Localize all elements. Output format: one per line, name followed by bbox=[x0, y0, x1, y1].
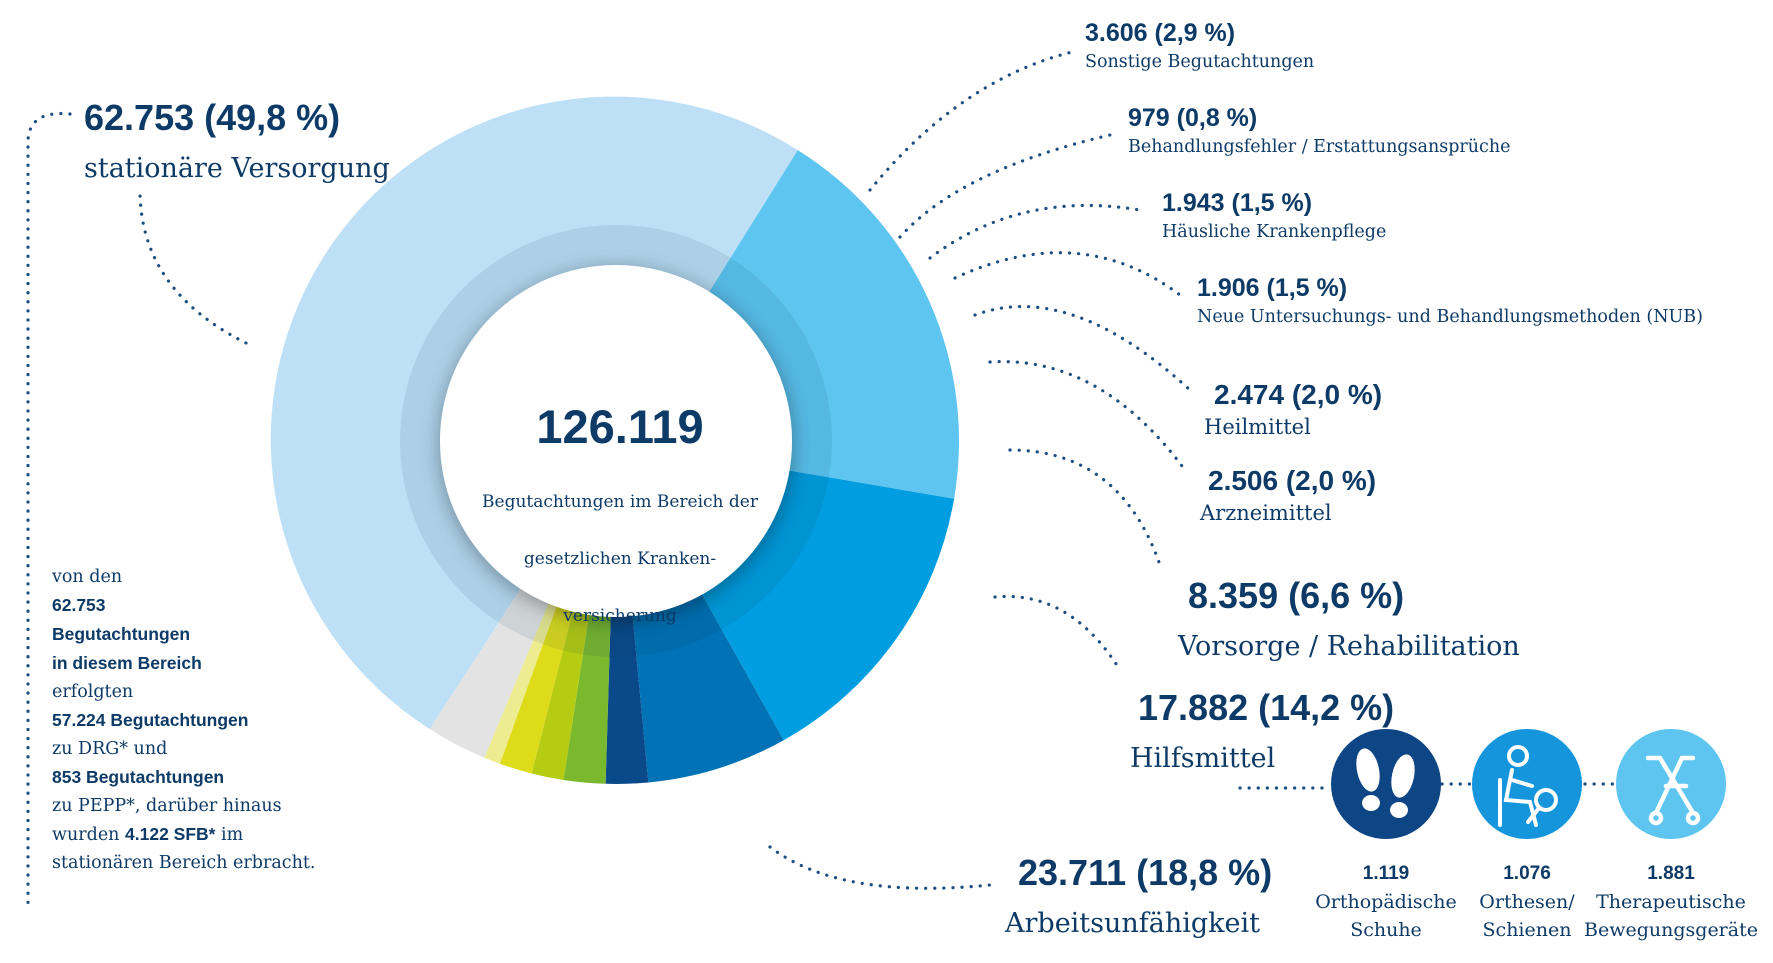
label-hilfsmittel: 17.882 (14,2 %) Hilfsmittel bbox=[1130, 687, 1394, 774]
slice-value: 2.506 (2,0 %) bbox=[1208, 465, 1377, 496]
center-description-text: Begutachtungen im Bereich der gesetzlich… bbox=[482, 492, 758, 626]
note-line: 57.224 Begutachtungen bbox=[52, 706, 332, 735]
note-line: erfolgten bbox=[52, 682, 134, 702]
slice-value: 23.711 (18,8 %) bbox=[1018, 852, 1273, 893]
label-haeuslich: 1.943 (1,5 %) Häusliche Krankenpflege bbox=[1162, 189, 1386, 242]
leader-stationaer bbox=[138, 188, 248, 345]
slice-value: 62.753 (49,8 %) bbox=[84, 97, 341, 138]
slice-value: 8.359 (6,6 %) bbox=[1188, 575, 1405, 616]
note-bold: 57.224 Begutachtungen bbox=[52, 710, 249, 730]
slice-value: 1.943 (1,5 %) bbox=[1162, 189, 1313, 217]
leader-vorsorge bbox=[1008, 448, 1162, 567]
note-text: im bbox=[215, 825, 244, 845]
sub-label-line: Bewegungsgeräte bbox=[1584, 919, 1758, 941]
slice-name: Häusliche Krankenpflege bbox=[1162, 222, 1387, 242]
label-nub: 1.906 (1,5 %) Neue Untersuchungs- und Be… bbox=[1197, 274, 1703, 327]
leader-au bbox=[768, 845, 992, 890]
slice-value: 17.882 (14,2 %) bbox=[1138, 687, 1395, 728]
label-arzneimittel: 2.506 (2,0 %) Arzneimittel bbox=[1200, 465, 1376, 525]
sub-label-schuhe: 1.119 Orthopädische Schuhe bbox=[1296, 860, 1476, 944]
sub-label-bewegungsgeraete: 1.881 Therapeutische Bewegungsgeräte bbox=[1581, 860, 1761, 944]
slice-name: Heilmittel bbox=[1204, 415, 1311, 439]
sub-label-line: Schuhe bbox=[1350, 919, 1422, 941]
slice-name: Sonstige Begutachtungen bbox=[1085, 52, 1315, 72]
leader-heilmittel bbox=[973, 304, 1192, 392]
hilfsmittel-icons bbox=[1331, 729, 1726, 839]
note-line: 62.753 bbox=[52, 591, 332, 620]
orthosis-icon bbox=[1472, 729, 1582, 839]
stationaer-note: von den 62.753 Begutachtungen in diesem … bbox=[52, 563, 332, 877]
leader-arzneimittel bbox=[988, 360, 1187, 472]
label-heilmittel: 2.474 (2,0 %) Heilmittel bbox=[1204, 379, 1382, 439]
note-text: wurden bbox=[52, 825, 126, 845]
note-line: 853 Begutachtungen bbox=[52, 763, 332, 792]
sub-value: 1.881 bbox=[1647, 863, 1695, 884]
note-line: Begutachtungen bbox=[52, 620, 332, 649]
note-bold: in diesem Bereich bbox=[52, 653, 202, 673]
note-line: zu DRG* und bbox=[52, 739, 168, 759]
slice-name: stationäre Versorgung bbox=[84, 153, 390, 184]
slice-name: Vorsorge / Rehabilitation bbox=[1178, 631, 1520, 662]
leader-sonstige bbox=[868, 50, 1074, 192]
leader-behandlungsfehler bbox=[898, 133, 1112, 239]
label-arbeitsunfaehigkeit: 23.711 (18,8 %) Arbeitsunfähigkeit bbox=[1005, 852, 1272, 939]
label-sonstige: 3.606 (2,9 %) Sonstige Begutachtungen bbox=[1085, 19, 1314, 72]
note-line: zu PEPP*, darüber hinaus bbox=[52, 796, 282, 816]
slice-name: Behandlungsfehler / Erstattungsansprüche bbox=[1128, 137, 1511, 157]
sub-label-line: Orthopädische bbox=[1315, 891, 1457, 913]
sub-label-line: Orthesen/ bbox=[1479, 891, 1575, 913]
note-bold: 62.753 bbox=[52, 595, 106, 615]
label-vorsorge: 8.359 (6,6 %) Vorsorge / Rehabilitation bbox=[1178, 575, 1520, 662]
slice-value: 979 (0,8 %) bbox=[1128, 104, 1258, 132]
note-bold: 853 Begutachtungen bbox=[52, 767, 225, 787]
sub-label-line: Therapeutische bbox=[1596, 891, 1746, 913]
label-behandlungsfehler: 979 (0,8 %) Behandlungsfehler / Erstattu… bbox=[1128, 104, 1511, 157]
slice-name: Arzneimittel bbox=[1200, 501, 1332, 525]
slice-value: 1.906 (1,5 %) bbox=[1197, 274, 1348, 302]
note-line: von den bbox=[52, 567, 123, 587]
note-line: wurden 4.122 SFB* im bbox=[52, 820, 332, 849]
note-line: in diesem Bereich bbox=[52, 649, 332, 678]
label-stationaer: 62.753 (49,8 %) stationäre Versorgung bbox=[84, 97, 390, 184]
leader-hilfsmittel bbox=[993, 594, 1122, 672]
walker-icon bbox=[1616, 729, 1726, 839]
leader-haeuslich bbox=[928, 203, 1142, 260]
slice-name: Neue Untersuchungs- und Behandlungsmetho… bbox=[1197, 307, 1703, 327]
shoe-prints-icon bbox=[1331, 729, 1441, 839]
note-bold: Begutachtungen bbox=[52, 624, 191, 644]
slice-name: Hilfsmittel bbox=[1130, 743, 1276, 774]
center-total: 126.119 bbox=[536, 400, 704, 453]
center-hole bbox=[440, 265, 792, 617]
sub-value: 1.076 bbox=[1503, 863, 1551, 884]
slice-value: 3.606 (2,9 %) bbox=[1085, 19, 1236, 47]
leader-stationaer-top bbox=[26, 111, 72, 912]
slice-value: 2.474 (2,0 %) bbox=[1214, 379, 1383, 410]
slice-name: Arbeitsunfähigkeit bbox=[1005, 908, 1261, 939]
note-bold: 4.122 SFB* bbox=[125, 824, 216, 844]
center-description: Begutachtungen im Bereich der gesetzlich… bbox=[480, 474, 760, 645]
note-line: stationären Bereich erbracht. bbox=[52, 853, 316, 873]
leader-nub bbox=[953, 251, 1182, 297]
sub-label-orthesen: 1.076 Orthesen/ Schienen bbox=[1437, 860, 1617, 944]
leader-lines bbox=[26, 50, 1615, 912]
sub-value: 1.119 bbox=[1362, 863, 1410, 884]
sub-label-line: Schienen bbox=[1482, 919, 1572, 941]
